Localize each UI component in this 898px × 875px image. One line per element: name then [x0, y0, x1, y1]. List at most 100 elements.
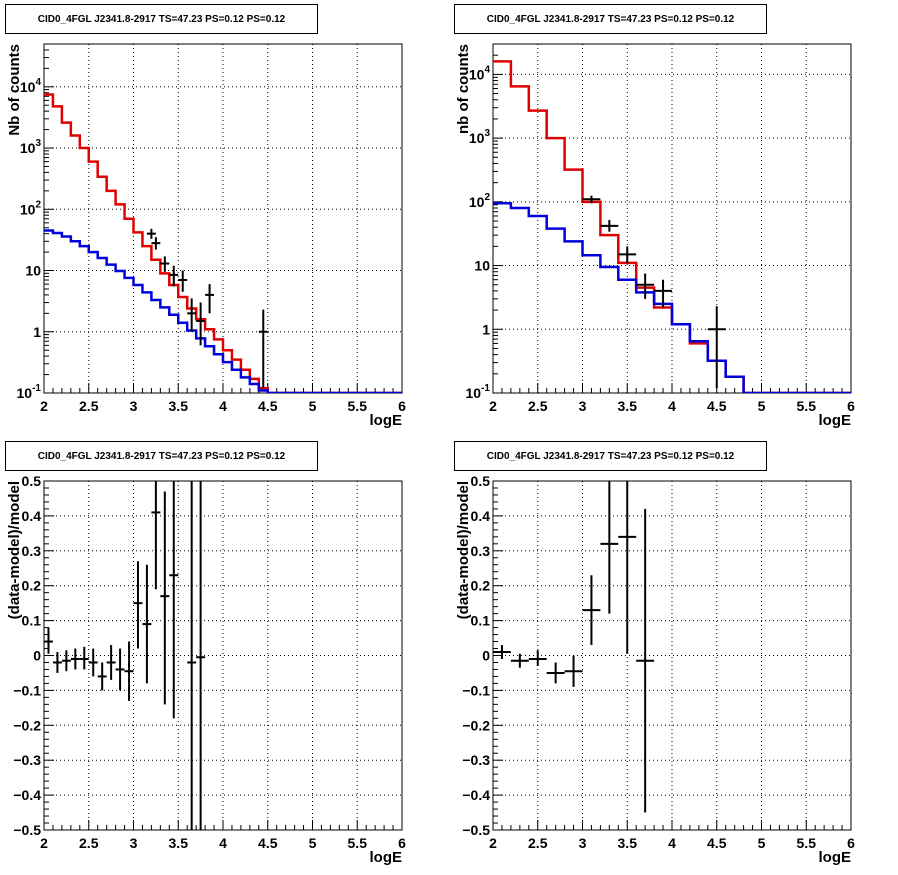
y-axis-title: Nb of counts	[6, 44, 23, 136]
data-point	[106, 645, 116, 680]
x-tick-label: 4	[668, 835, 676, 851]
y-tick-label: 0.1	[22, 613, 42, 629]
x-tick-label: 5.5	[348, 398, 368, 414]
x-tick-label: 5.5	[348, 835, 368, 851]
y-tick-label: 1	[33, 324, 41, 340]
y-tick-label: 102	[20, 199, 42, 217]
data-point	[493, 645, 511, 659]
y-tick-label: 0.2	[471, 578, 491, 594]
x-tick-label: 5	[758, 398, 766, 414]
data-point	[510, 653, 529, 668]
x-tick-label: 2	[40, 398, 48, 414]
data-point	[600, 219, 619, 232]
data-point	[70, 648, 80, 670]
x-tick-label: 3	[130, 398, 138, 414]
data-point	[142, 564, 152, 684]
axis-ticks	[492, 43, 852, 394]
y-tick-label: 0.1	[471, 613, 491, 629]
axis-ticks	[492, 480, 852, 831]
x-axis-title: logE	[370, 412, 403, 429]
x-tick-label: 4.5	[707, 398, 727, 414]
data-point	[636, 508, 655, 813]
data-point	[52, 652, 62, 673]
x-tick-label: 2	[489, 835, 497, 851]
data-point	[151, 237, 161, 250]
data-point	[88, 648, 98, 677]
x-tick-label: 3.5	[618, 835, 638, 851]
x-axis-title: logE	[819, 849, 852, 866]
plot-pad-bottom-left: CID0_4FGL J2341.8-2917 TS=47.23 PS=0.12 …	[0, 437, 449, 874]
chart-title: CID0_4FGL J2341.8-2917 TS=47.23 PS=0.12 …	[5, 4, 318, 34]
x-tick-label: 3	[579, 398, 587, 414]
y-axis-title: nb of counts	[455, 44, 472, 134]
y-tick-label: 0.5	[22, 473, 42, 489]
y-tick-label: 10-1	[17, 383, 42, 401]
data-point	[546, 662, 565, 684]
x-tick-label: 6	[847, 398, 855, 414]
data-point	[151, 481, 161, 590]
x-tick-label: 2	[40, 835, 48, 851]
residual-chart-bottom-left: 2 2.5 3 3.5 4 4.5 5 5.5 6 −0.5 −0.4 −0.3 −0.2 −0.1 0 0.…	[6, 473, 406, 866]
x-tick-label: 2.5	[79, 398, 99, 414]
grid	[493, 481, 851, 830]
y-tick-label: 102	[469, 192, 491, 210]
data-point	[97, 662, 107, 691]
x-tick-label: 3.5	[169, 835, 189, 851]
y-axis-title: (data-model)/model	[455, 481, 472, 619]
model-histogram	[44, 93, 402, 393]
data-point	[618, 481, 637, 654]
data-point	[169, 265, 179, 287]
y-tick-label: −0.5	[13, 822, 41, 838]
data-point	[618, 246, 637, 263]
x-tick-label: 2.5	[528, 398, 548, 414]
y-tick-label: 0.4	[22, 508, 42, 524]
y-tick-label: 104	[20, 77, 42, 95]
data-point	[124, 641, 134, 701]
x-tick-label: 5	[758, 835, 766, 851]
x-tick-label: 5.5	[797, 398, 817, 414]
y-tick-label: −0.3	[462, 752, 490, 768]
data-point	[564, 655, 583, 687]
data-point	[707, 306, 726, 388]
axis-ticks	[43, 480, 403, 831]
data-point	[160, 256, 170, 272]
x-tick-label: 6	[847, 835, 855, 851]
y-tick-label: −0.1	[13, 682, 41, 698]
y-tick-label: −0.1	[462, 682, 490, 698]
data-point	[258, 309, 268, 389]
y-tick-label: −0.4	[13, 787, 41, 803]
x-axis-title: logE	[819, 412, 852, 429]
y-tick-label: −0.2	[13, 717, 41, 733]
counts-chart-top-left: 2 2.5 3 3.5 4 4.5 5 5.5 6 10-1 1 10 102 103 104 logE Nb …	[6, 43, 406, 429]
x-tick-label: 3	[130, 835, 138, 851]
data-point	[115, 648, 125, 691]
y-tick-label: 1	[482, 321, 490, 337]
x-tick-label: 2	[489, 398, 497, 414]
data-point	[636, 273, 655, 299]
x-tick-label: 6	[398, 398, 406, 414]
x-tick-label: 4	[219, 398, 227, 414]
y-tick-label: −0.3	[13, 752, 41, 768]
data-point	[187, 298, 197, 332]
data-point	[44, 627, 53, 654]
plot-pad-top-left: CID0_4FGL J2341.8-2917 TS=47.23 PS=0.12 …	[0, 0, 449, 437]
y-tick-label: 0.4	[471, 508, 491, 524]
x-tick-label: 2.5	[79, 835, 99, 851]
data-point	[133, 561, 143, 649]
y-tick-label: −0.4	[462, 787, 490, 803]
x-tick-label: 3.5	[618, 398, 638, 414]
chart-title: CID0_4FGL J2341.8-2917 TS=47.23 PS=0.12 …	[454, 441, 767, 471]
y-tick-label: 0	[482, 648, 490, 664]
background-histogram	[493, 202, 851, 393]
x-tick-label: 3.5	[169, 398, 189, 414]
data-point	[61, 650, 71, 672]
data-point	[160, 491, 170, 705]
counts-chart-top-right: 2 2.5 3 3.5 4 4.5 5 5.5 6 10-1 1 10 102 103 104 logE nb …	[455, 43, 855, 429]
data-point	[196, 481, 206, 830]
x-tick-label: 4	[219, 835, 227, 851]
chart-title: CID0_4FGL J2341.8-2917 TS=47.23 PS=0.12 …	[454, 4, 767, 34]
data-point	[146, 228, 156, 239]
x-tick-label: 4.5	[258, 835, 278, 851]
data-point	[196, 302, 206, 346]
y-tick-label: 103	[469, 128, 491, 146]
